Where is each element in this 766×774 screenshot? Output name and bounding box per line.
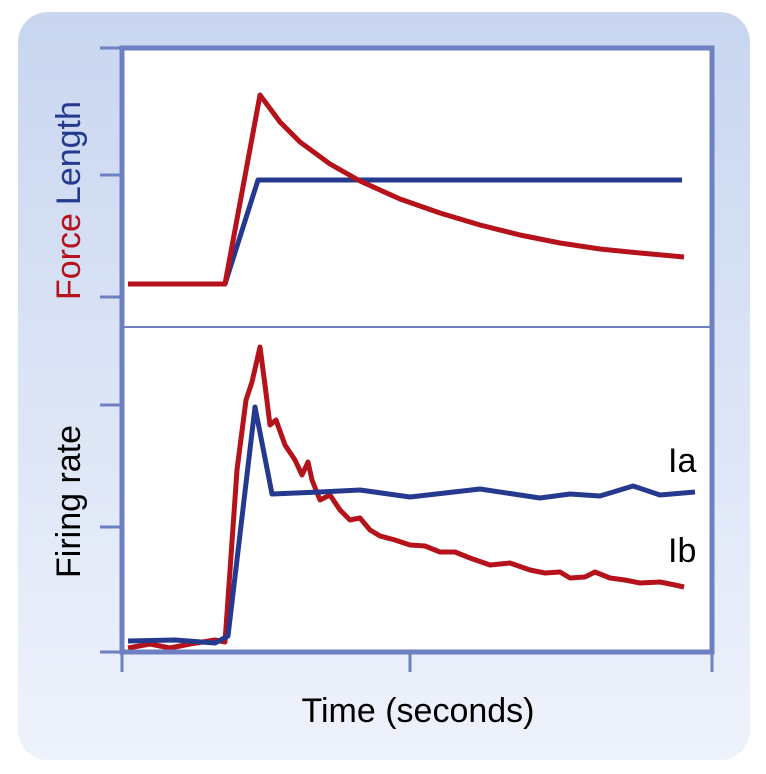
ib-curve [127, 344, 685, 651]
y-axis-label: Firing rate [50, 425, 88, 578]
force-label: Force [50, 213, 88, 300]
y-axis-label: Force Length [50, 101, 88, 300]
ia-label: Ia [668, 442, 696, 480]
force-curve [128, 92, 685, 287]
length-label: Length [50, 101, 88, 205]
x-axis-label: Time (seconds) [301, 692, 534, 730]
ticks [100, 46, 714, 672]
plot-frame [119, 45, 715, 655]
ia-curve [127, 404, 696, 646]
plot-area [122, 48, 712, 652]
ib-label: Ib [668, 532, 696, 570]
